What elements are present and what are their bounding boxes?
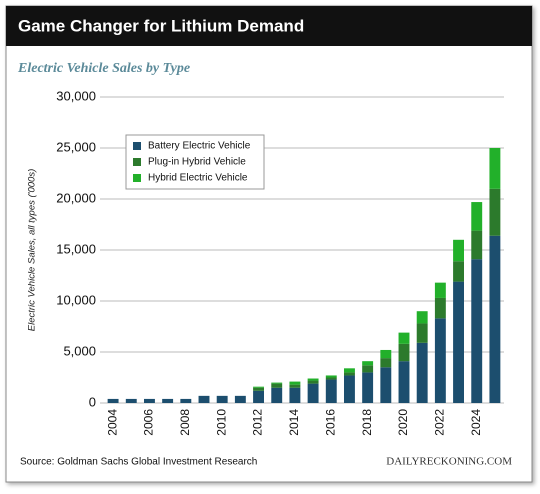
bar-segment xyxy=(289,381,301,385)
legend-label: Plug-in Hybrid Vehicle xyxy=(148,157,246,168)
bar-segment xyxy=(471,230,483,260)
legend-swatch xyxy=(133,174,141,182)
chart-title: Game Changer for Lithium Demand xyxy=(18,16,304,35)
bar-segment xyxy=(453,261,464,282)
bar-segment xyxy=(398,361,410,403)
bar-segment xyxy=(325,377,337,380)
y-tick-label: 15,000 xyxy=(56,241,96,256)
bar-segment xyxy=(453,281,464,403)
bar-segment xyxy=(471,202,483,231)
bar-segment xyxy=(344,368,355,373)
bar-segment xyxy=(416,342,428,403)
bar-segment xyxy=(271,387,283,403)
y-axis-label: Electric Vehicle Sales, all types ('000s… xyxy=(27,169,38,332)
bar-segment xyxy=(307,378,319,381)
y-tick-label: 5,000 xyxy=(63,343,96,358)
source: Source: Goldman Sachs Global Investment … xyxy=(20,457,257,468)
y-tick-label: 30,000 xyxy=(56,88,96,103)
bar-segment xyxy=(253,386,264,388)
legend-label: Hybrid Electric Vehicle xyxy=(148,173,248,184)
bar-segment xyxy=(307,380,319,384)
x-tick-label: 2012 xyxy=(251,409,265,436)
bar-segment xyxy=(271,383,283,388)
bar-segment xyxy=(416,323,428,343)
subtitle: Electric Vehicle Sales by Type xyxy=(17,61,190,76)
bar-segment xyxy=(380,358,392,368)
bar-segment xyxy=(453,239,464,262)
bar-segment xyxy=(489,188,501,236)
y-tick-label: 10,000 xyxy=(56,292,96,307)
bar-segment xyxy=(289,387,301,403)
bar-segment xyxy=(489,148,501,189)
x-tick-label: 2006 xyxy=(142,409,156,436)
x-tick-label: 2016 xyxy=(323,409,337,436)
x-tick-label: 2014 xyxy=(287,409,301,436)
bar-segment xyxy=(362,365,374,373)
bar-segment xyxy=(198,395,210,403)
bar-segment xyxy=(234,395,246,403)
x-tick-label: 2020 xyxy=(396,409,410,436)
title-bar xyxy=(6,6,532,46)
bar-segment xyxy=(380,367,392,403)
x-tick-label: 2004 xyxy=(105,409,119,436)
bar-segment xyxy=(416,311,428,324)
bar-segment xyxy=(216,395,228,403)
y-tick-label: 20,000 xyxy=(56,190,96,205)
bar-segment xyxy=(144,398,155,403)
brand: DAILYRECKONING.COM xyxy=(386,456,512,468)
bar-segment xyxy=(434,297,446,319)
x-tick-label: 2022 xyxy=(433,409,447,436)
bar-segment xyxy=(362,372,374,403)
bar-segment xyxy=(398,343,410,362)
bar-segment xyxy=(289,384,301,388)
bar-segment xyxy=(180,398,192,403)
bar-segment xyxy=(434,282,446,298)
y-tick-label: 25,000 xyxy=(56,139,96,154)
y-tick-label: 0 xyxy=(89,394,96,409)
x-tick-label: 2008 xyxy=(178,409,192,436)
legend-swatch xyxy=(133,142,141,150)
x-tick-label: 2018 xyxy=(360,409,374,436)
bar-segment xyxy=(344,372,355,376)
bar-segment xyxy=(489,235,501,403)
bar-segment xyxy=(107,398,119,403)
bar-segment xyxy=(253,387,264,391)
x-tick-label: 2010 xyxy=(214,409,228,436)
bar-segment xyxy=(307,383,319,403)
bar-segment xyxy=(325,375,337,378)
bar-segment xyxy=(398,332,410,344)
bar-segment xyxy=(362,361,374,366)
bar-segment xyxy=(471,259,483,403)
bar-segment xyxy=(162,398,174,403)
legend-label: Battery Electric Vehicle xyxy=(148,141,251,152)
legend-box xyxy=(125,134,265,190)
bar-segment xyxy=(380,349,392,359)
x-tick-label: 2024 xyxy=(469,409,483,436)
legend-swatch xyxy=(133,158,141,166)
bar-segment xyxy=(271,382,283,384)
bar-segment xyxy=(325,379,337,403)
bar-segment xyxy=(253,390,264,403)
bar-segment xyxy=(434,318,446,403)
bar-segment xyxy=(125,398,137,403)
bar-segment xyxy=(344,375,355,403)
